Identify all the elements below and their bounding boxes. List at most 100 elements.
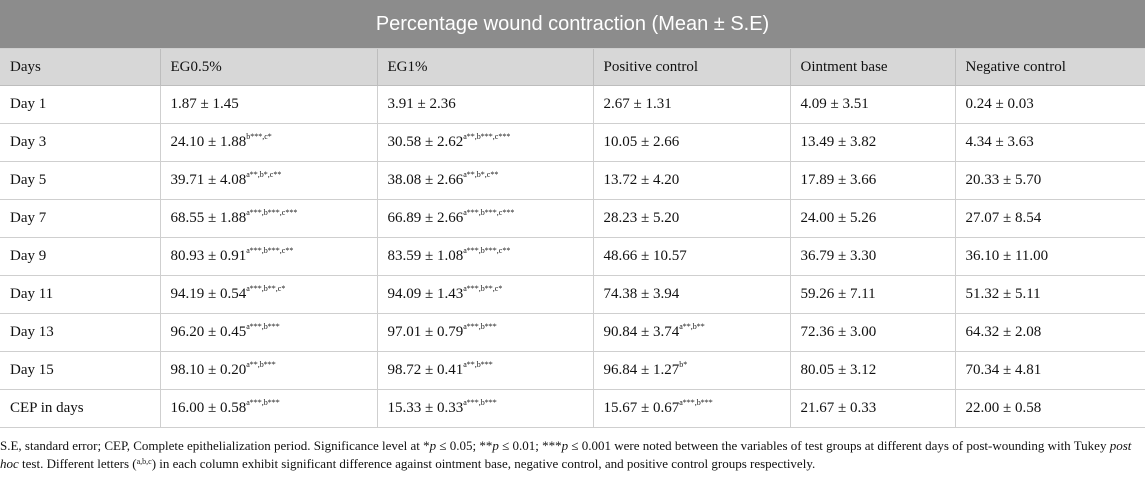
cell-value: 48.66 ± 10.57 — [603, 248, 687, 264]
table-cell: 98.72 ± 0.41a**,b*** — [377, 351, 594, 390]
cell-value: 90.84 ± 3.74 — [603, 324, 680, 340]
cell-value: 22.00 ± 0.58 — [965, 400, 1042, 416]
cell-value: 36.79 ± 3.30 — [800, 248, 877, 264]
table-cell: 13.72 ± 4.20 — [593, 161, 791, 200]
row-label: Day 3 — [0, 123, 161, 162]
column-header: Days — [0, 48, 161, 86]
table-cell: 96.20 ± 0.45a***,b*** — [160, 313, 378, 352]
table-cell: 59.26 ± 7.11 — [790, 275, 956, 314]
cell-value: 72.36 ± 3.00 — [800, 324, 877, 340]
footnote-text: S.E, standard error; CEP, Complete epith… — [0, 438, 430, 453]
footnote-text: ≤ 0.01; *** — [498, 438, 562, 453]
table-cell: 3.91 ± 2.36 — [377, 85, 594, 124]
table-row: Day 15 98.10 ± 0.20a**,b*** 98.72 ± 0.41a*… — [0, 351, 1145, 390]
table-cell: 4.34 ± 3.63 — [955, 123, 1145, 162]
table-cell: 94.09 ± 1.43a***,b**,c* — [377, 275, 594, 314]
significance-superscript: a**,b*,c** — [463, 170, 499, 179]
cell-value: 2.67 ± 1.31 — [603, 96, 672, 112]
cell-value: 59.26 ± 7.11 — [800, 286, 876, 302]
wound-contraction-table: Percentage wound contraction (Mean ± S.E… — [0, 0, 1145, 428]
cell-value: 15.67 ± 0.67 — [603, 400, 680, 416]
significance-superscript: a***,b***,c** — [246, 246, 294, 255]
column-header: EG1% — [377, 48, 594, 86]
significance-superscript: a**,b*** — [463, 360, 493, 369]
cell-value: 80.93 ± 0.91 — [170, 248, 247, 264]
table-title-row: Percentage wound contraction (Mean ± S.E… — [0, 0, 1145, 49]
row-label: Day 9 — [0, 237, 161, 276]
table-row: Day 9 80.93 ± 0.91a***,b***,c** 83.59 ± 1.… — [0, 237, 1145, 276]
footnote-letters: a,b,c — [136, 457, 152, 466]
significance-superscript: a***,b*** — [463, 398, 497, 407]
table-cell: 21.67 ± 0.33 — [790, 389, 956, 428]
cell-value: 83.59 ± 1.08 — [387, 248, 464, 264]
table-cell: 36.10 ± 11.00 — [955, 237, 1145, 276]
cell-value: 17.89 ± 3.66 — [800, 172, 877, 188]
table-cell: 39.71 ± 4.08a**,b*,c** — [160, 161, 378, 200]
footnote-text: ≤ 0.05; ** — [436, 438, 493, 453]
cell-value: 24.10 ± 1.88 — [170, 134, 247, 150]
significance-superscript: b* — [679, 360, 688, 369]
cell-value: 97.01 ± 0.79 — [387, 324, 464, 340]
table-cell: 72.36 ± 3.00 — [790, 313, 956, 352]
cell-value: 20.33 ± 5.70 — [965, 172, 1042, 188]
cell-value: 80.05 ± 3.12 — [800, 362, 877, 378]
column-header: EG0.5% — [160, 48, 378, 86]
significance-superscript: a**,b** — [679, 322, 705, 331]
table-cell: 98.10 ± 0.20a**,b*** — [160, 351, 378, 390]
table-row: Day 1 1.87 ± 1.45 3.91 ± 2.36 2.67 ± 1.31 4.… — [0, 85, 1145, 124]
table-cell: 94.19 ± 0.54a***,b**,c* — [160, 275, 378, 314]
cell-value: 13.72 ± 4.20 — [603, 172, 680, 188]
table-cell: 64.32 ± 2.08 — [955, 313, 1145, 352]
cell-value: 10.05 ± 2.66 — [603, 134, 680, 150]
cell-value: 1.87 ± 1.45 — [170, 96, 239, 112]
cell-value: 28.23 ± 5.20 — [603, 210, 680, 226]
significance-superscript: a***,b***,c** — [463, 246, 511, 255]
significance-superscript: a***,b*** — [679, 398, 713, 407]
footnote-p-symbol: p — [561, 438, 569, 453]
cell-value: 38.08 ± 2.66 — [387, 172, 464, 188]
row-label: Day 5 — [0, 161, 161, 200]
cell-value: 39.71 ± 4.08 — [170, 172, 247, 188]
table-cell: 51.32 ± 5.11 — [955, 275, 1145, 314]
table-cell: 96.84 ± 1.27b* — [593, 351, 791, 390]
table-row: Day 3 24.10 ± 1.88b***,c* 30.58 ± 2.62a**,… — [0, 123, 1145, 162]
table-cell: 97.01 ± 0.79a***,b*** — [377, 313, 594, 352]
cell-value: 0.24 ± 0.03 — [965, 96, 1034, 112]
cell-value: 68.55 ± 1.88 — [170, 210, 247, 226]
column-header: Ointment base — [790, 48, 956, 86]
table-cell: 2.67 ± 1.31 — [593, 85, 791, 124]
row-label: Day 15 — [0, 351, 161, 390]
footnote-text: test. Different letters ( — [18, 456, 137, 471]
table-cell: 0.24 ± 0.03 — [955, 85, 1145, 124]
row-label: Day 7 — [0, 199, 161, 238]
row-label: Day 1 — [0, 85, 161, 124]
table-cell: 83.59 ± 1.08a***,b***,c** — [377, 237, 594, 276]
significance-superscript: a***,b***,c*** — [463, 208, 515, 217]
table-cell: 1.87 ± 1.45 — [160, 85, 378, 124]
row-label: Day 13 — [0, 313, 161, 352]
table-cell: 30.58 ± 2.62a**,b***,c*** — [377, 123, 594, 162]
cell-value: 21.67 ± 0.33 — [800, 400, 877, 416]
cell-value: 24.00 ± 5.26 — [800, 210, 877, 226]
cell-value: 27.07 ± 8.54 — [965, 210, 1042, 226]
table-footnote: S.E, standard error; CEP, Complete epith… — [0, 428, 1145, 473]
cell-value: 96.20 ± 0.45 — [170, 324, 247, 340]
cell-value: 4.34 ± 3.63 — [965, 134, 1034, 150]
cell-value: 94.19 ± 0.54 — [170, 286, 247, 302]
row-label: CEP in days — [0, 389, 161, 428]
cell-value: 94.09 ± 1.43 — [387, 286, 464, 302]
cell-value: 74.38 ± 3.94 — [603, 286, 680, 302]
table-row: CEP in days 16.00 ± 0.58a***,b*** 15.33 ± … — [0, 389, 1145, 428]
footnote-text: ≤ 0.001 were noted between the variables… — [568, 438, 1110, 453]
significance-superscript: a***,b**,c* — [463, 284, 503, 293]
table-cell: 16.00 ± 0.58a***,b*** — [160, 389, 378, 428]
cell-value: 96.84 ± 1.27 — [603, 362, 680, 378]
table-cell: 22.00 ± 0.58 — [955, 389, 1145, 428]
table-cell: 13.49 ± 3.82 — [790, 123, 956, 162]
significance-superscript: a***,b*** — [246, 398, 280, 407]
table-cell: 36.79 ± 3.30 — [790, 237, 956, 276]
cell-value: 13.49 ± 3.82 — [800, 134, 877, 150]
cell-value: 15.33 ± 0.33 — [387, 400, 464, 416]
table-cell: 66.89 ± 2.66a***,b***,c*** — [377, 199, 594, 238]
column-header: Negative control — [955, 48, 1145, 86]
